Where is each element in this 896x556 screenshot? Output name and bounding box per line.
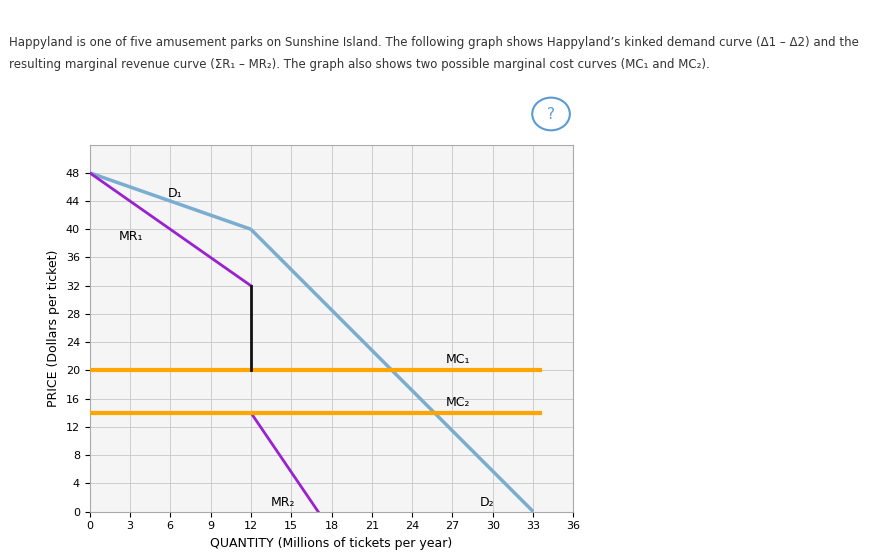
Text: D₂: D₂ (479, 496, 494, 509)
Text: resulting marginal revenue curve (ΣR₁ – MR₂). The graph also shows two possible : resulting marginal revenue curve (ΣR₁ – … (9, 58, 710, 71)
X-axis label: QUANTITY (Millions of tickets per year): QUANTITY (Millions of tickets per year) (211, 537, 452, 550)
Text: ?: ? (547, 107, 555, 122)
Text: D₁: D₁ (168, 187, 182, 201)
Text: MR₂: MR₂ (271, 496, 296, 509)
Text: Happyland is one of five amusement parks on Sunshine Island. The following graph: Happyland is one of five amusement parks… (9, 36, 859, 49)
Text: MC₂: MC₂ (445, 396, 470, 409)
Y-axis label: PRICE (Dollars per ticket): PRICE (Dollars per ticket) (47, 249, 60, 407)
Text: MR₁: MR₁ (119, 230, 143, 243)
Text: MC₁: MC₁ (445, 353, 470, 366)
